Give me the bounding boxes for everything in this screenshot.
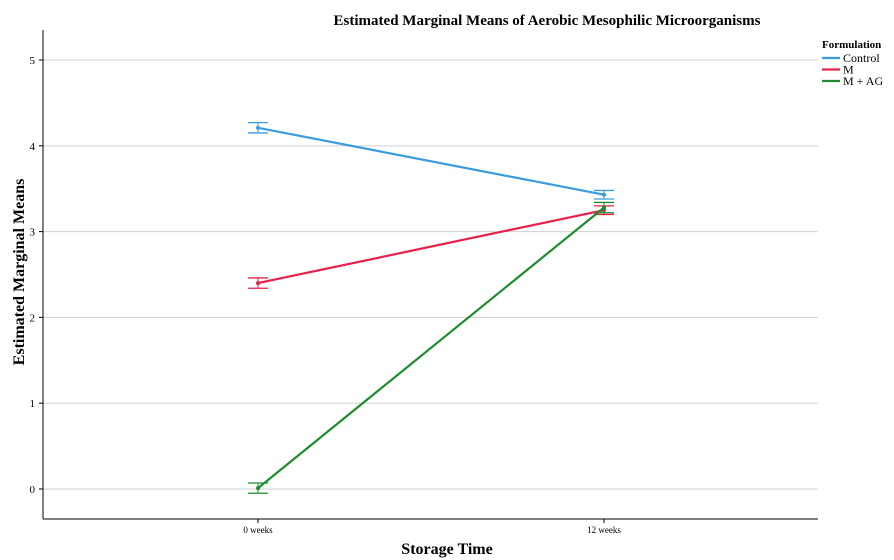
series-m-ag [248,201,614,494]
legend-label: M + AG [843,74,883,88]
data-point [602,192,606,197]
data-point [256,281,260,286]
y-tick-label: 4 [30,141,36,153]
legend-label: M [843,63,854,77]
y-axis-ticks: 0 1 2 3 4 5 [30,55,43,496]
gridlines [43,59,818,490]
y-tick-label: 2 [30,312,36,324]
y-tick-label: 1 [30,398,36,410]
x-tick-label: 12 weeks [587,525,621,535]
data-point [602,205,606,210]
series-layer [248,122,614,494]
series-control [248,122,614,200]
series-line-m [257,209,605,285]
data-point [256,486,260,491]
series-line-control [257,126,605,196]
data-point [256,125,260,130]
x-axis-ticks: 0 weeks 12 weeks [243,519,621,535]
plot-frame [42,30,818,520]
y-axis-label: Estimated Marginal Means [11,179,28,366]
y-tick-label: 0 [30,484,36,496]
series-line-m-ag [257,206,605,489]
chart-title: Estimated Marginal Means of Aerobic Meso… [334,13,761,29]
legend-title: Formulation [822,39,881,51]
legend-label: Control [843,51,880,65]
x-axis-label: Storage Time [401,541,492,558]
y-tick-label: 5 [30,55,36,67]
y-tick-label: 3 [30,227,36,239]
series-m [248,205,614,289]
x-tick-label: 0 weeks [243,525,273,535]
